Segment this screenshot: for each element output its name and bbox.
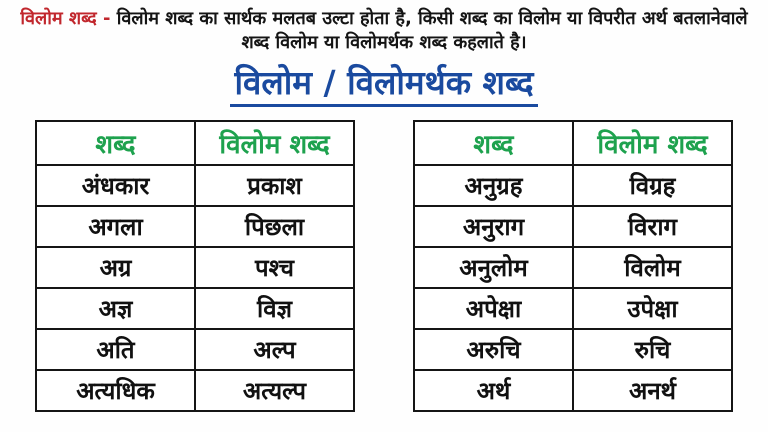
word-column-header: शब्द	[35, 119, 196, 166]
table-row: अनुग्रह विग्रह	[413, 163, 733, 207]
tables-container: शब्द विलोम शब्द अंधकार प्रकाश अगला पिछला…	[0, 119, 768, 412]
word-cell: अग्र	[35, 245, 196, 289]
word-cell: अगला	[35, 204, 196, 248]
table-row: अपेक्षा उपेक्षा	[413, 286, 733, 330]
definition-text: विलोम शब्द का सार्थक मलतब उल्टा होता है,…	[110, 8, 748, 53]
antonym-cell: विज्ञ	[194, 286, 355, 330]
table-row: अंधकार प्रकाश	[35, 163, 355, 207]
word-column-header: शब्द	[413, 119, 574, 166]
word-cell: अति	[35, 327, 196, 371]
word-cell: अज्ञ	[35, 286, 196, 330]
word-cell: अंधकार	[35, 163, 196, 207]
word-cell: अर्थ	[413, 368, 574, 412]
antonyms-table-right: शब्द विलोम शब्द अनुग्रह विग्रह अनुराग वि…	[413, 119, 733, 412]
antonyms-table-left: शब्द विलोम शब्द अंधकार प्रकाश अगला पिछला…	[35, 119, 355, 412]
word-cell: अरुचि	[413, 327, 574, 371]
antonym-cell: अनर्थ	[572, 368, 733, 412]
antonym-cell: अल्प	[194, 327, 355, 371]
word-cell: अनुलोम	[413, 245, 574, 289]
antonym-cell: विराग	[572, 204, 733, 248]
table-row: अत्यधिक अत्यल्प	[35, 368, 355, 412]
antonym-cell: विग्रह	[572, 163, 733, 207]
table-row: अनुराग विराग	[413, 204, 733, 248]
antonym-cell: प्रकाश	[194, 163, 355, 207]
title-row: विलोम / विलोमर्थक शब्द	[0, 64, 768, 107]
table-row: अज्ञ विज्ञ	[35, 286, 355, 330]
antonym-cell: उपेक्षा	[572, 286, 733, 330]
antonym-cell: रुचि	[572, 327, 733, 371]
table-row: अति अल्प	[35, 327, 355, 371]
table-row: अनुलोम विलोम	[413, 245, 733, 289]
antonym-column-header: विलोम शब्द	[194, 119, 355, 166]
word-cell: अत्यधिक	[35, 368, 196, 412]
header-row: शब्द विलोम शब्द	[413, 119, 733, 166]
antonym-cell: पिछला	[194, 204, 355, 248]
table-row: अग्र पश्च	[35, 245, 355, 289]
antonym-cell: पश्च	[194, 245, 355, 289]
antonym-cell: विलोम	[572, 245, 733, 289]
word-cell: अनुराग	[413, 204, 574, 248]
table-row: अरुचि रुचि	[413, 327, 733, 371]
word-cell: अनुग्रह	[413, 163, 574, 207]
header-row: शब्द विलोम शब्द	[35, 119, 355, 166]
antonym-cell: अत्यल्प	[194, 368, 355, 412]
definition-paragraph: विलोम शब्द - विलोम शब्द का सार्थक मलतब उ…	[9, 0, 759, 55]
antonym-column-header: विलोम शब्द	[572, 119, 733, 166]
table-row: अर्थ अनर्थ	[413, 368, 733, 412]
page-title: विलोम / विलोमर्थक शब्द	[230, 64, 538, 107]
table-row: अगला पिछला	[35, 204, 355, 248]
word-cell: अपेक्षा	[413, 286, 574, 330]
definition-term: विलोम शब्द -	[20, 8, 111, 29]
